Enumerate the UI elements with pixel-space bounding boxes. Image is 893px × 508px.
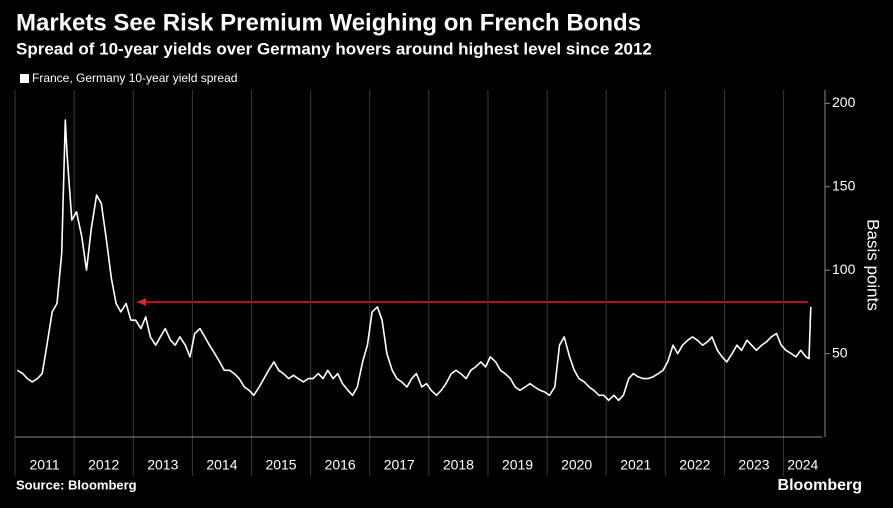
y-tick-label: 150 <box>832 177 856 193</box>
chart-subtitle: Spread of 10-year yields over Germany ho… <box>16 39 652 58</box>
brand: Bloomberg <box>778 477 862 494</box>
y-tick-label: 200 <box>832 94 856 110</box>
x-tick-label: 2013 <box>147 457 178 473</box>
x-tick-label: 2024 <box>787 457 818 473</box>
x-tick-label: 2017 <box>384 457 415 473</box>
y-tick-label: 100 <box>832 261 856 277</box>
x-tick-label: 2023 <box>738 457 769 473</box>
chart-title: Markets See Risk Premium Weighing on Fre… <box>16 9 641 36</box>
x-tick-label: 2020 <box>561 457 592 473</box>
x-tick-label: 2014 <box>206 457 237 473</box>
x-tick-label: 2018 <box>443 457 474 473</box>
series-line <box>16 119 812 402</box>
legend-swatch <box>20 74 29 83</box>
annotation-arrow <box>137 298 146 306</box>
legend-label: France, Germany 10-year yield spread <box>32 71 237 85</box>
x-tick-label: 2011 <box>30 457 60 473</box>
y-axis-label: Basis points <box>864 219 883 311</box>
x-tick-label: 2016 <box>325 457 356 473</box>
x-tick-label: 2022 <box>679 457 710 473</box>
x-tick-label: 2015 <box>265 457 296 473</box>
source: Source: Bloomberg <box>16 477 137 492</box>
x-tick-label: 2019 <box>502 457 533 473</box>
x-tick-label: 2012 <box>88 457 119 473</box>
x-tick-label: 2021 <box>620 457 651 473</box>
y-tick-label: 50 <box>832 344 848 360</box>
